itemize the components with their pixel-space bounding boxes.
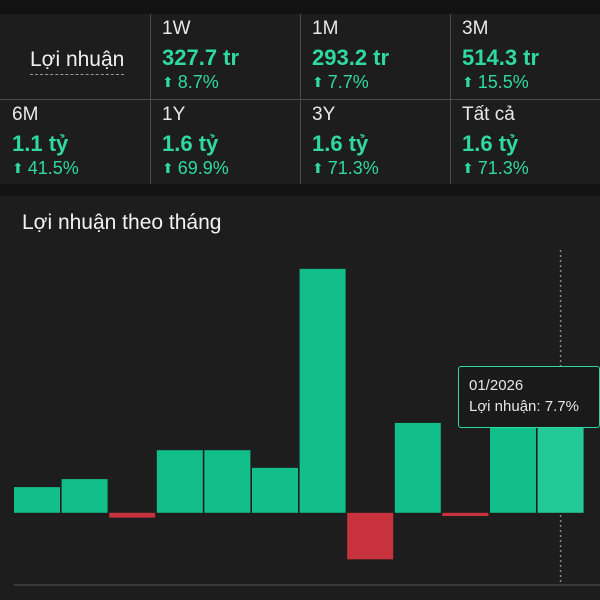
arrow-up-icon: ⬆ (462, 74, 474, 90)
period-value: 293.2 tr (312, 45, 390, 70)
period-cell-1w[interactable]: 1W 327.7 tr ⬆ 8.7% (150, 14, 300, 98)
period-label: 3Y (312, 104, 336, 125)
period-cell-1m[interactable]: 1M 293.2 tr ⬆ 7.7% (300, 14, 450, 98)
period-change: ⬆ 71.3% (462, 158, 529, 178)
arrow-up-icon: ⬆ (312, 74, 324, 90)
chart-bar[interactable] (347, 512, 394, 560)
arrow-up-icon: ⬆ (162, 160, 174, 176)
period-change: ⬆ 69.9% (162, 158, 229, 178)
period-label: 3M (462, 18, 489, 39)
period-cell-all[interactable]: Tất cả 1.6 tỷ ⬆ 71.3% (450, 100, 600, 184)
period-value: 1.1 tỷ (12, 131, 69, 156)
chart-bar[interactable] (394, 422, 441, 513)
top-bar (0, 0, 600, 14)
chart-bar[interactable] (442, 512, 489, 516)
chart-tooltip: 01/2026 Lợi nhuận: 7.7% (458, 366, 600, 428)
chart-bar[interactable] (204, 450, 251, 513)
period-label: 1M (312, 18, 339, 39)
chart-bar[interactable] (156, 450, 203, 513)
period-cell-1y[interactable]: 1Y 1.6 tỷ ⬆ 69.9% (150, 100, 300, 184)
period-change: ⬆ 71.3% (312, 158, 379, 178)
chart-bar[interactable] (61, 479, 108, 513)
chart-bar[interactable] (490, 411, 536, 513)
period-value: 1.6 tỷ (162, 131, 219, 156)
period-change: ⬆ 15.5% (462, 72, 529, 92)
period-change: ⬆ 41.5% (12, 158, 79, 178)
period-value: 327.7 tr (162, 45, 240, 70)
profit-summary-label: Lợi nhuận (30, 48, 125, 75)
period-value: 1.6 tỷ (462, 131, 519, 156)
period-change: ⬆ 8.7% (162, 72, 219, 92)
arrow-up-icon: ⬆ (462, 160, 474, 176)
chart-bar[interactable] (299, 268, 346, 513)
period-cell-3m[interactable]: 3M 514.3 tr ⬆ 15.5% (450, 14, 600, 98)
monthly-profit-chart[interactable] (0, 240, 600, 600)
period-cell-3y[interactable]: 3Y 1.6 tỷ ⬆ 71.3% (300, 100, 450, 184)
chart-bar[interactable] (252, 467, 298, 513)
arrow-up-icon: ⬆ (312, 160, 324, 176)
period-label: 6M (12, 104, 39, 125)
period-value: 1.6 tỷ (312, 131, 369, 156)
arrow-up-icon: ⬆ (12, 160, 24, 176)
period-label: Tất cả (462, 104, 515, 125)
chart-bar[interactable] (537, 416, 584, 513)
chart-bar[interactable] (109, 512, 156, 518)
profit-summary-grid: Lợi nhuận 1W 327.7 tr ⬆ 8.7% 1M 293.2 tr … (0, 14, 600, 184)
section-divider (0, 184, 600, 196)
chart-bar[interactable] (14, 487, 60, 513)
period-label: 1W (162, 18, 191, 39)
period-label: 1Y (162, 104, 186, 125)
tooltip-date: 01/2026 (469, 377, 524, 394)
grid-divider (0, 99, 600, 100)
chart-title: Lợi nhuận theo tháng (22, 211, 222, 234)
tooltip-value: Lợi nhuận: 7.7% (469, 398, 579, 415)
arrow-up-icon: ⬆ (162, 74, 174, 90)
period-value: 514.3 tr (462, 45, 540, 70)
period-cell-6m[interactable]: 6M 1.1 tỷ ⬆ 41.5% (0, 100, 150, 184)
period-change: ⬆ 7.7% (312, 72, 369, 92)
